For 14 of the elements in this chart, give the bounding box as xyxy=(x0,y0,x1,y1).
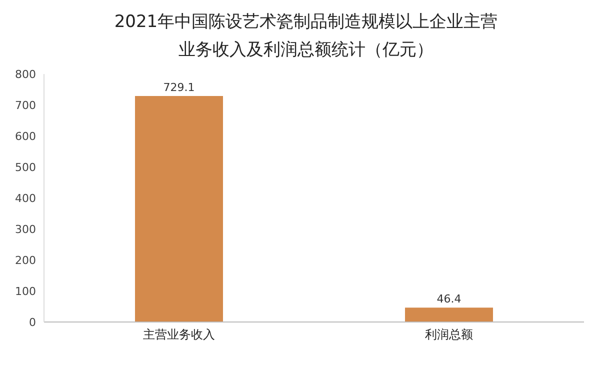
y-tick-label: 500 xyxy=(15,160,36,174)
x-tick-label: 主营业务收入 xyxy=(143,328,215,342)
y-tick-label: 200 xyxy=(15,254,36,267)
x-tick-label: 利润总额 xyxy=(425,328,473,342)
data-label: 46.4 xyxy=(436,292,462,306)
y-tick-label: 300 xyxy=(15,222,36,236)
y-tick-label: 600 xyxy=(15,130,36,143)
y-tick-label: 800 xyxy=(15,68,36,81)
y-tick-label: 400 xyxy=(15,192,36,205)
data-label: 729.1 xyxy=(163,80,195,94)
y-tick-label: 700 xyxy=(15,98,36,112)
y-tick-label: 0 xyxy=(29,316,36,329)
chart-title: 2021年中国陈设艺术瓷制品制造规模以上企业主营业务收入及利润总额统计（亿元） xyxy=(113,11,499,62)
y-tick-label: 100 xyxy=(15,284,36,298)
